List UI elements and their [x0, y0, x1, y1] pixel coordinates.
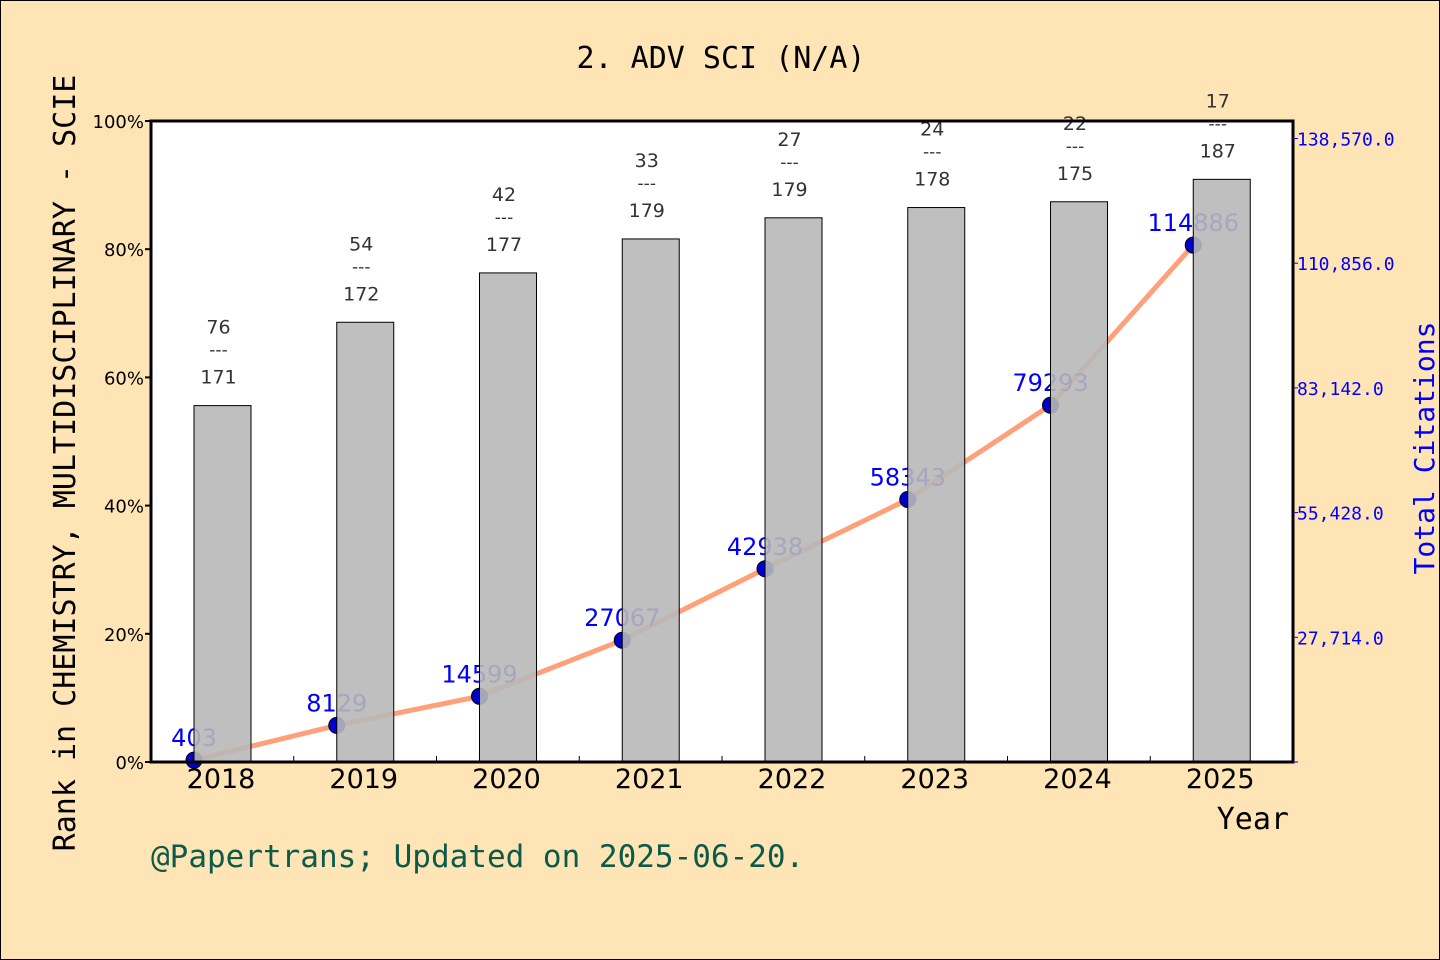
y2-tick-label: 55,428.0 — [1297, 504, 1384, 525]
footer-credit: @Papertrans; Updated on 2025-06-20. — [151, 839, 804, 875]
rank-separator: --- — [209, 341, 227, 361]
total-label: 179 — [771, 179, 807, 201]
rank-separator: --- — [638, 174, 656, 194]
rank-label: 76 — [206, 317, 230, 339]
x-tick-label: 2018 — [187, 764, 256, 795]
rank-separator: --- — [1066, 137, 1084, 157]
plot-area — [151, 121, 1293, 762]
rank-label: 33 — [635, 150, 659, 172]
x-tick-label: 2023 — [900, 764, 969, 795]
x-tick-label: 2020 — [472, 764, 541, 795]
x-axis-label: Year — [1217, 802, 1289, 837]
bar — [479, 272, 537, 763]
x-tick-label: 2019 — [329, 764, 398, 795]
bar — [193, 405, 252, 763]
total-label: 179 — [629, 200, 665, 222]
total-label: 171 — [200, 367, 236, 389]
rank-label: 24 — [920, 119, 944, 141]
rank-label: 54 — [349, 233, 373, 255]
y2-tick-label: 110,856.0 — [1297, 254, 1395, 275]
rank-label: 22 — [1063, 113, 1087, 135]
x-tick-label: 2022 — [758, 764, 827, 795]
x-tick-label: 2021 — [615, 764, 684, 795]
total-label: 172 — [343, 283, 379, 305]
chart-title: 2. ADV SCI (N/A) — [577, 41, 866, 76]
bar — [764, 217, 823, 763]
rank-separator: --- — [495, 208, 513, 228]
x-tick-label: 2024 — [1043, 764, 1112, 795]
rank-label: 42 — [492, 184, 516, 206]
y2-tick-label: 83,142.0 — [1297, 379, 1384, 400]
bar — [1050, 201, 1108, 763]
rank-label: 27 — [777, 129, 801, 151]
y-tick-label: 60% — [104, 368, 144, 389]
total-label: 187 — [1200, 140, 1236, 162]
rank-separator: --- — [780, 153, 798, 173]
bar — [1192, 178, 1251, 763]
y-tick-label: 100% — [93, 112, 144, 133]
x-tick-label: 2025 — [1186, 764, 1255, 795]
bar — [336, 321, 395, 763]
total-label: 177 — [486, 234, 522, 256]
plot-frame — [149, 119, 1295, 764]
y-tick-label: 40% — [104, 497, 144, 518]
y-tick-label: 80% — [104, 240, 144, 261]
y2-tick-label: 138,570.0 — [1297, 130, 1395, 151]
y-tick-label: 20% — [104, 625, 144, 646]
y2-tick-label: 27,714.0 — [1297, 628, 1384, 649]
y-axis-label: Rank in CHEMISTRY, MULTIDISCIPLINARY - S… — [48, 75, 83, 852]
bar — [907, 207, 966, 763]
rank-separator: --- — [923, 143, 941, 163]
y2-axis-label: Total Citations — [1408, 322, 1440, 575]
total-label: 178 — [914, 169, 950, 191]
bar — [621, 238, 680, 763]
rank-separator: --- — [352, 257, 370, 277]
rank-label: 17 — [1206, 90, 1230, 112]
rank-separator: --- — [1209, 114, 1227, 134]
total-label: 175 — [1057, 163, 1093, 185]
y-tick-label: 0% — [115, 753, 144, 774]
